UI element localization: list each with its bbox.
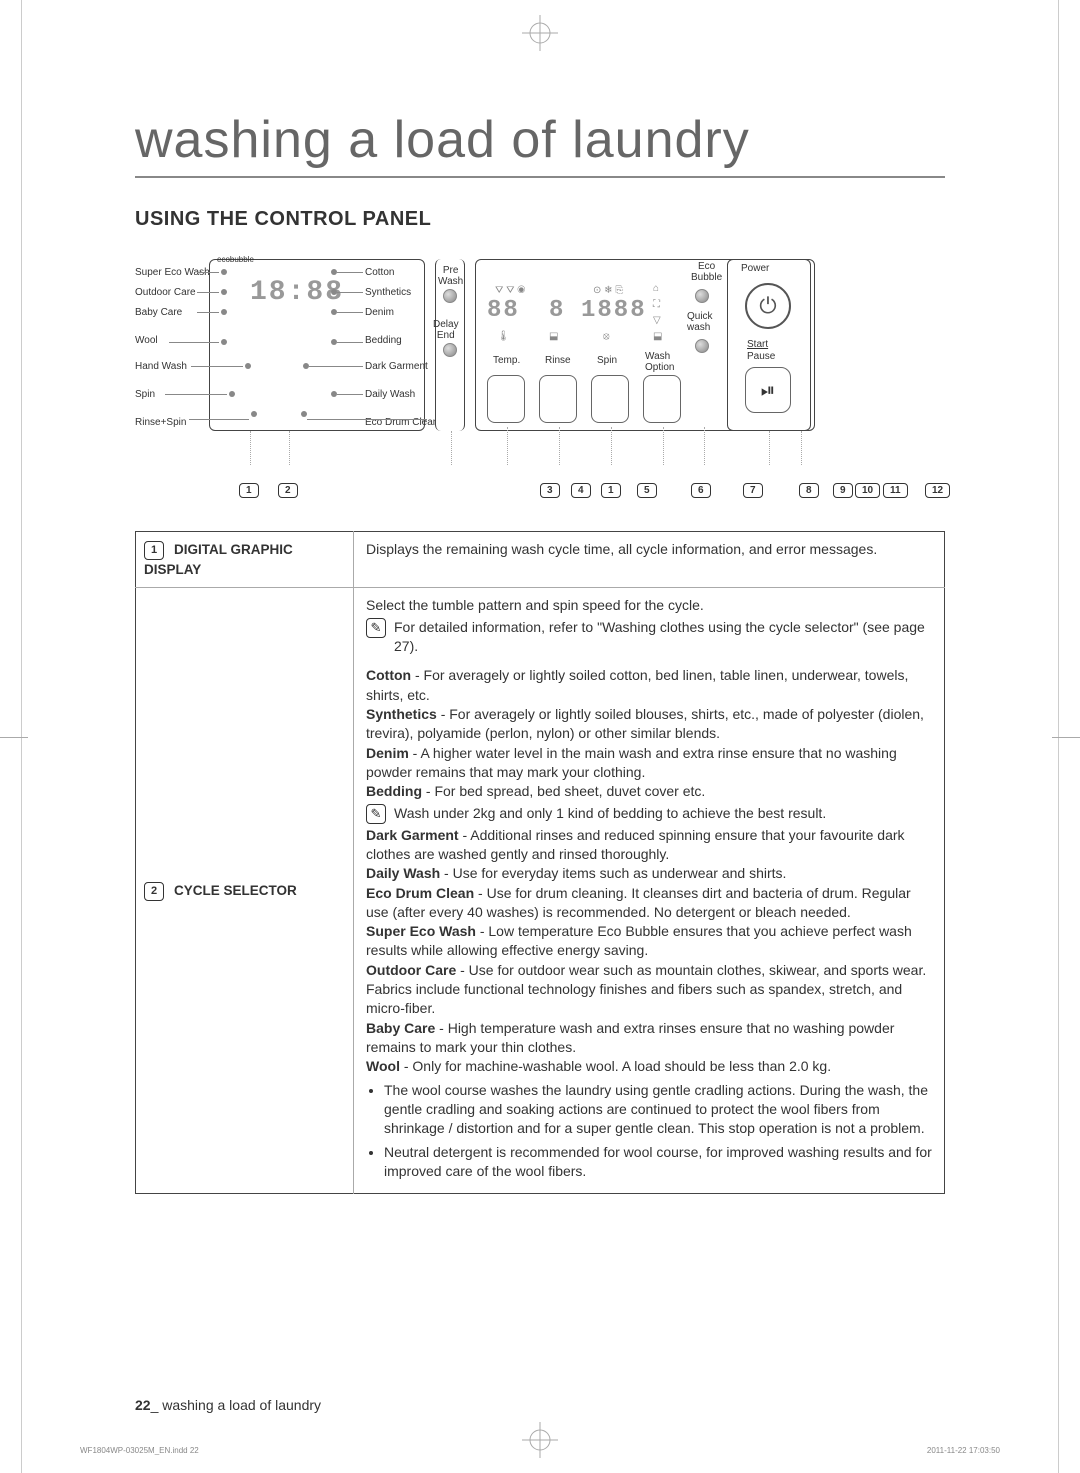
rinse-label: Rinse	[545, 355, 571, 366]
callout-4: 4	[571, 483, 591, 498]
program-wool: Wool - Only for machine-washable wool. A…	[366, 1057, 934, 1076]
ecobubble-led	[695, 289, 709, 303]
delayend-led	[443, 343, 457, 357]
cycle-label: Hand Wash	[135, 361, 187, 372]
rinse-button[interactable]	[539, 375, 577, 423]
callout-row: 1234156789101112	[135, 483, 945, 513]
temp-button[interactable]	[487, 375, 525, 423]
washoption-label: Wash Option	[645, 351, 674, 373]
callout-5: 5	[637, 483, 657, 498]
wool-bullets: The wool course washes the laundry using…	[366, 1081, 934, 1182]
bedding-note: Wash under 2kg and only 1 kind of beddin…	[394, 804, 826, 824]
digital-display: 18:88	[250, 277, 344, 308]
prewash-label: Pre Wash	[438, 265, 463, 287]
program-synthetics: Synthetics - For averagely or lightly so…	[366, 705, 934, 744]
quickwash-led	[695, 339, 709, 353]
program-dark: Dark Garment - Additional rinses and red…	[366, 826, 934, 865]
pause-label: Pause	[747, 351, 775, 362]
row2-num: 2	[144, 882, 164, 901]
callout-2: 2	[278, 483, 298, 498]
indd-timestamp: 2011-11-22 17:03:50	[927, 1446, 1000, 1455]
prewash-led	[443, 289, 457, 303]
row1-left: 1 DIGITAL GRAPHIC DISPLAY	[136, 532, 354, 588]
row2-desc: Select the tumble pattern and spin speed…	[354, 588, 945, 1194]
spin-display: 1888	[581, 297, 647, 324]
cycle-label: Outdoor Care	[135, 287, 196, 298]
callout-7: 7	[743, 483, 763, 498]
note-icon: ✎	[366, 804, 386, 824]
indd-file: WF1804WP-03025M_EN.indd 22	[80, 1446, 199, 1455]
row2-left: 2 CYCLE SELECTOR	[136, 588, 354, 1194]
brand-label: ecobubble	[217, 255, 254, 264]
ecobubble-label: Eco Bubble	[691, 261, 722, 283]
washoption-button[interactable]	[643, 375, 681, 423]
cycle-label: Baby Care	[135, 307, 182, 318]
cycle-label: Bedding	[365, 335, 402, 346]
side-bar-right	[1058, 0, 1080, 1473]
callout-8: 8	[799, 483, 819, 498]
program-supereco: Super Eco Wash - Low temperature Eco Bub…	[366, 922, 934, 961]
callout-12: 12	[925, 483, 950, 498]
temp-label: Temp.	[493, 355, 520, 366]
row2-name: CYCLE SELECTOR	[174, 883, 297, 898]
callout-1: 1	[601, 483, 621, 498]
program-denim: Denim - A higher water level in the main…	[366, 744, 934, 783]
callout-11: 11	[883, 483, 908, 498]
cycle-label: Cotton	[365, 267, 394, 278]
page-footer: 22_ washing a load of laundry	[135, 1397, 321, 1413]
program-bedding: Bedding - For bed spread, bed sheet, duv…	[366, 782, 934, 801]
cycle-label: Daily Wash	[365, 389, 415, 400]
cycle-label: Spin	[135, 389, 155, 400]
side-bar-left	[0, 0, 22, 1473]
power-label: Power	[741, 263, 769, 274]
control-panel-diagram: ecobubble 18:88 Super Eco Wash Outdoor C…	[135, 251, 945, 471]
cycle-label: Rinse+Spin	[135, 417, 186, 428]
note-icon: ✎	[366, 618, 386, 638]
callout-10: 10	[855, 483, 880, 498]
rinse-display: 8	[549, 297, 565, 324]
cycle-label: Denim	[365, 307, 394, 318]
wool-bullet: Neutral detergent is recommended for woo…	[384, 1143, 934, 1182]
spin-label: Spin	[597, 355, 617, 366]
program-outdoor: Outdoor Care - Use for outdoor wear such…	[366, 961, 934, 1019]
callout-6: 6	[691, 483, 711, 498]
start-label: Start	[747, 339, 768, 350]
crop-target-top	[522, 15, 558, 51]
program-cotton: Cotton - For averagely or lightly soiled…	[366, 666, 934, 705]
page-number: 22	[135, 1397, 151, 1413]
program-baby: Baby Care - High temperature wash and ex…	[366, 1019, 934, 1058]
callout-9: 9	[833, 483, 853, 498]
power-button[interactable]: ⏻	[745, 283, 791, 329]
row1-num: 1	[144, 541, 164, 560]
program-daily: Daily Wash - Use for everyday items such…	[366, 864, 934, 883]
start-pause-button[interactable]: ⏯	[745, 367, 791, 413]
cycle-label: Dark Garment	[365, 361, 428, 372]
delayend-label: Delay End	[433, 319, 459, 341]
temp-display: 88	[487, 297, 520, 324]
program-ecodrum: Eco Drum Clean - Use for drum cleaning. …	[366, 884, 934, 923]
row2-note1: For detailed information, refer to "Wash…	[394, 618, 934, 657]
cycle-label: Wool	[135, 335, 158, 346]
spin-button[interactable]	[591, 375, 629, 423]
callout-3: 3	[540, 483, 560, 498]
control-panel-table: 1 DIGITAL GRAPHIC DISPLAY Displays the r…	[135, 531, 945, 1194]
footer-section: _ washing a load of laundry	[151, 1397, 321, 1413]
callout-1: 1	[239, 483, 259, 498]
quickwash-label: Quick wash	[687, 311, 713, 333]
page-title: washing a load of laundry	[135, 110, 945, 178]
indd-metadata: WF1804WP-03025M_EN.indd 22 2011-11-22 17…	[80, 1446, 1000, 1455]
row1-name: DIGITAL GRAPHIC DISPLAY	[144, 542, 293, 577]
row2-intro: Select the tumble pattern and spin speed…	[366, 596, 934, 615]
cycle-label: Synthetics	[365, 287, 411, 298]
section-title: USING THE CONTROL PANEL	[135, 208, 945, 231]
wool-bullet: The wool course washes the laundry using…	[384, 1081, 934, 1139]
row1-desc: Displays the remaining wash cycle time, …	[354, 532, 945, 588]
